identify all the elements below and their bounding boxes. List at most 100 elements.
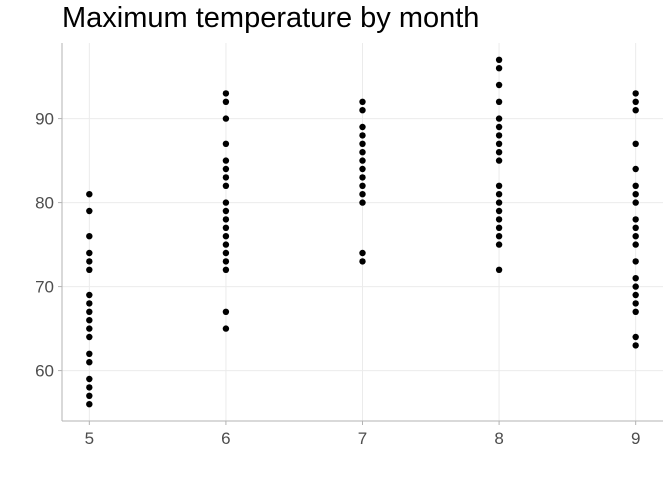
data-point (359, 199, 366, 206)
data-point (222, 216, 230, 223)
data-point (632, 241, 639, 248)
x-tick-label: 8 (494, 429, 503, 448)
data-point (359, 107, 366, 114)
data-point (222, 207, 230, 215)
y-tick-label: 60 (35, 362, 54, 381)
tick-labels: 5 6 7 8 9 60 70 80 90 (35, 110, 640, 448)
data-point (222, 182, 230, 189)
data-point (222, 165, 230, 173)
data-point (632, 165, 639, 173)
data-point (632, 199, 639, 206)
x-tick-label: 6 (221, 429, 230, 448)
data-point (222, 308, 230, 315)
data-point (632, 342, 639, 349)
data-point (495, 140, 503, 147)
data-point (632, 275, 639, 282)
data-point (86, 317, 93, 324)
data-point (632, 291, 639, 299)
data-point (632, 333, 639, 341)
data-point (359, 165, 366, 173)
data-point (222, 325, 230, 332)
data-point (222, 199, 230, 206)
data-point (222, 98, 230, 106)
y-tick-label: 80 (35, 194, 54, 213)
data-point (86, 266, 93, 273)
data-point (86, 258, 93, 265)
data-point (86, 249, 93, 257)
data-point (86, 384, 93, 391)
data-point (359, 140, 366, 147)
data-point (632, 283, 639, 290)
data-point (222, 140, 230, 147)
data-point (632, 107, 639, 114)
data-point (222, 241, 230, 248)
data-point (86, 291, 93, 299)
y-tick-label: 70 (35, 278, 54, 297)
data-point (359, 157, 366, 164)
data-point (359, 258, 366, 265)
data-point (86, 401, 93, 408)
data-point (495, 199, 503, 206)
data-point (359, 182, 366, 189)
data-point (495, 191, 503, 198)
chart-title: Maximum temperature by month (62, 2, 480, 34)
data-point (495, 216, 503, 223)
data-point (222, 90, 230, 97)
x-tick-label: 7 (358, 429, 367, 448)
data-point (495, 56, 503, 63)
data-point (86, 333, 93, 341)
data-point (495, 65, 503, 72)
data-point (495, 115, 503, 122)
grid-lines (62, 43, 663, 421)
data-point (495, 98, 503, 106)
data-point (222, 224, 230, 231)
data-point (359, 191, 366, 198)
data-point (495, 182, 503, 189)
data-point (495, 224, 503, 231)
x-tick-label: 9 (631, 429, 640, 448)
data-point (359, 249, 366, 257)
data-point (359, 132, 366, 139)
data-point (495, 241, 503, 248)
data-point (86, 375, 93, 383)
data-point (222, 233, 230, 240)
data-point (495, 233, 503, 240)
data-point (86, 359, 93, 366)
data-point (222, 174, 230, 181)
data-point (86, 308, 93, 315)
data-point (222, 258, 230, 265)
data-point (495, 132, 503, 139)
data-point (632, 233, 639, 240)
data-point (495, 81, 503, 89)
data-point (632, 140, 639, 147)
data-point (632, 216, 639, 223)
data-point (632, 191, 639, 198)
data-point (359, 123, 366, 131)
data-point (222, 249, 230, 257)
data-point (359, 174, 366, 181)
data-point (495, 149, 503, 156)
data-point (359, 98, 366, 106)
x-tick-label: 5 (85, 429, 94, 448)
data-point (632, 98, 639, 106)
data-point (86, 350, 93, 357)
y-tick-label: 90 (35, 110, 54, 129)
data-point (86, 325, 93, 332)
data-point (495, 266, 503, 273)
data-point (495, 157, 503, 164)
data-point (632, 308, 639, 315)
data-point (632, 300, 639, 307)
data-point (632, 90, 639, 97)
data-point (495, 123, 503, 131)
data-point (86, 207, 93, 215)
data-point (632, 182, 639, 189)
data-point (86, 233, 93, 240)
data-points (86, 56, 639, 408)
data-point (222, 115, 230, 122)
data-point (359, 149, 366, 156)
data-point (632, 224, 639, 231)
data-point (222, 266, 230, 273)
data-point (495, 207, 503, 215)
data-point (222, 157, 230, 164)
